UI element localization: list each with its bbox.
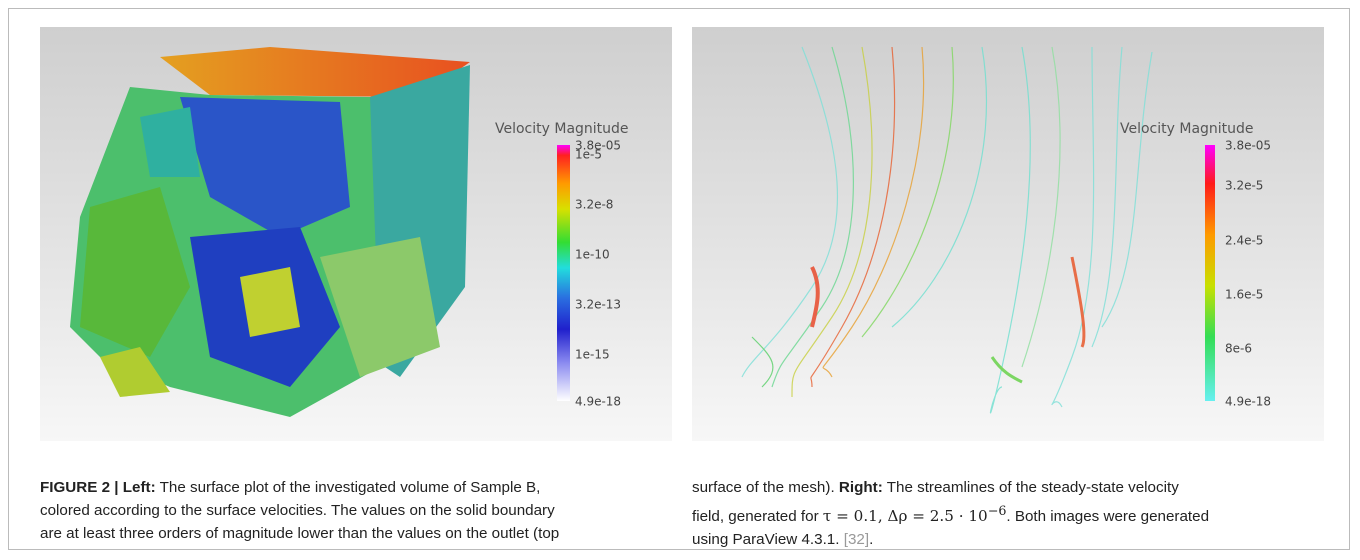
colorbar-label: 8e-6 bbox=[1225, 342, 1252, 356]
reference: [32] bbox=[843, 531, 870, 549]
caption-text: The streamlines of the steady-state velo… bbox=[886, 479, 1179, 496]
caption-text: The surface plot of the investigated vol… bbox=[159, 479, 541, 496]
colorbar bbox=[1205, 145, 1215, 401]
colorbar-label: 1e-5 bbox=[575, 148, 602, 162]
caption-label: Right: bbox=[838, 479, 883, 496]
math-exponent: −6 bbox=[987, 503, 1007, 518]
figure-frame bbox=[8, 8, 1350, 550]
colorbar-title: Velocity Magnitude bbox=[1120, 121, 1254, 137]
caption-text: surface of the mesh). bbox=[692, 479, 835, 496]
colorbar-label: 2.4e-5 bbox=[1225, 234, 1263, 248]
colorbar-label: 3.8e-05 bbox=[575, 139, 621, 153]
colorbar-label: 1.6e-5 bbox=[1225, 288, 1263, 302]
colorbar-label: 3.2e-8 bbox=[575, 198, 613, 212]
caption-right: surface of the mesh). Right: The streaml… bbox=[692, 476, 1209, 551]
colorbar-label: 1e-15 bbox=[575, 348, 610, 362]
colorbar bbox=[557, 145, 570, 401]
caption-line: using ParaView 4.3.1. [32]. bbox=[692, 528, 1209, 551]
colorbar-label: 1e-10 bbox=[575, 248, 610, 262]
colorbar-title: Velocity Magnitude bbox=[495, 121, 629, 137]
colorbar-label: 4.9e-18 bbox=[575, 395, 621, 409]
left-image: Velocity Magnitude 3.8e-05 1e-5 3.2e-8 1… bbox=[40, 27, 672, 441]
caption-text: . bbox=[869, 531, 874, 549]
colorbar-label: 3.2e-5 bbox=[1225, 179, 1263, 193]
colorbar-label: 4.9e-18 bbox=[1225, 395, 1271, 409]
caption-line: surface of the mesh). Right: The streaml… bbox=[692, 476, 1209, 499]
figure-label: FIGURE 2 | Left: bbox=[40, 479, 156, 496]
caption-line: FIGURE 2 | Left: The surface plot of the… bbox=[40, 476, 559, 499]
right-image: Velocity Magnitude 3.8e-05 3.2e-5 2.4e-5… bbox=[692, 27, 1324, 441]
math: τ = 0.1, Δρ = 2.5 · 10 bbox=[822, 507, 988, 526]
colorbar-label: 3.2e-13 bbox=[575, 298, 621, 312]
caption-line: field, generated for τ = 0.1, Δρ = 2.5 ·… bbox=[692, 499, 1209, 528]
colorbar-label: 3.8e-05 bbox=[1225, 139, 1271, 153]
caption-text: . Both images were generated bbox=[1006, 508, 1210, 526]
surface-volume bbox=[70, 47, 470, 417]
caption-line: are at least three orders of magnitude l… bbox=[40, 525, 560, 542]
caption-left: FIGURE 2 | Left: The surface plot of the… bbox=[40, 476, 559, 545]
image-background bbox=[692, 27, 1324, 441]
caption-text: using ParaView 4.3.1. bbox=[692, 531, 840, 549]
streamlines bbox=[741, 46, 1153, 414]
caption-text: field, generated for bbox=[692, 508, 819, 526]
caption-line: colored according to the surface velocit… bbox=[40, 502, 555, 519]
